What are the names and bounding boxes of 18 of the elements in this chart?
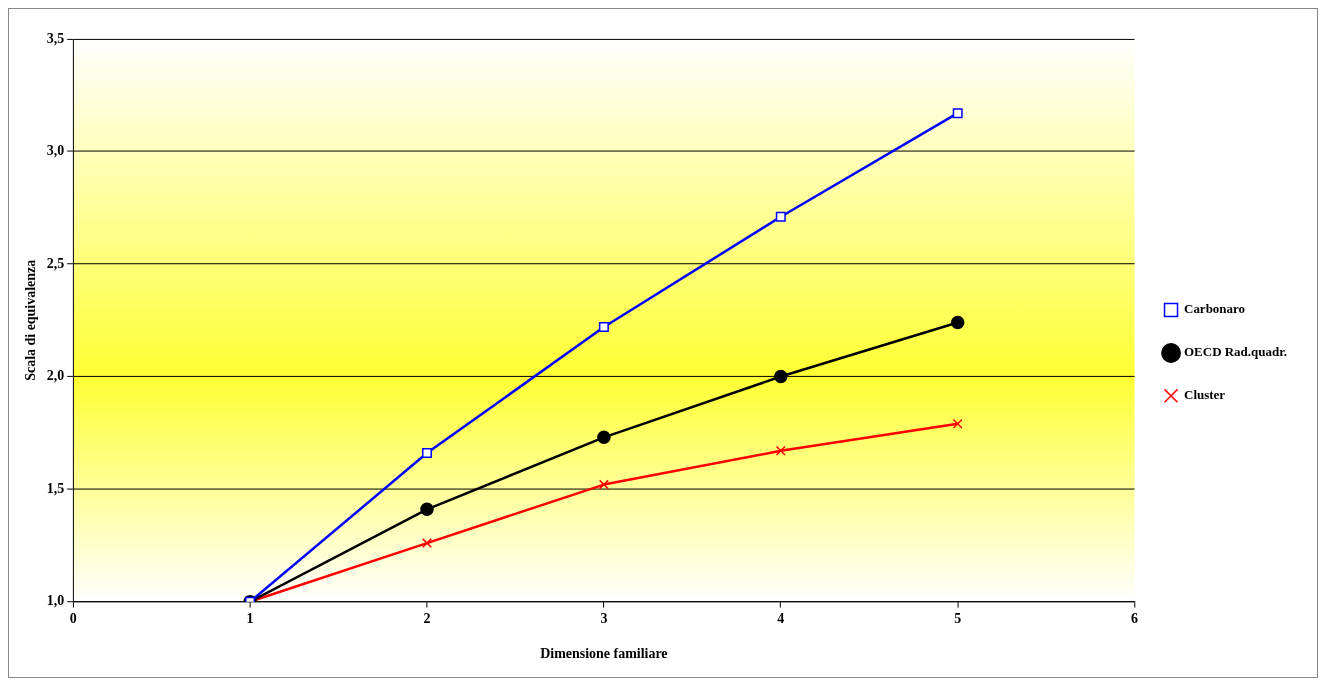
x-tick-label: 2 [423,610,431,626]
y-tick-label: 2,5 [46,255,65,271]
y-tick-label: 1,5 [46,480,65,496]
x-axis-title: Dimensione familiare [540,646,668,662]
legend-label: OECD Rad.quadr. [1184,344,1288,360]
x-tick-label: 4 [777,610,785,626]
legend-label: Carbonaro [1184,301,1246,317]
y-axis-title: Scala di equivalenza [22,259,38,381]
y-tick-label: 3,0 [46,143,65,159]
x-tick-label: 1 [246,610,254,626]
x-tick-label: 3 [600,610,608,626]
y-tick-label: 3,5 [46,30,65,46]
x-tick-label: 6 [1131,610,1139,626]
legend-label: Cluster [1184,387,1226,403]
x-tick-label: 0 [69,610,77,626]
x-tick-label: 5 [954,610,962,626]
y-tick-label: 1,0 [46,593,65,609]
y-tick-label: 2,0 [46,368,65,384]
